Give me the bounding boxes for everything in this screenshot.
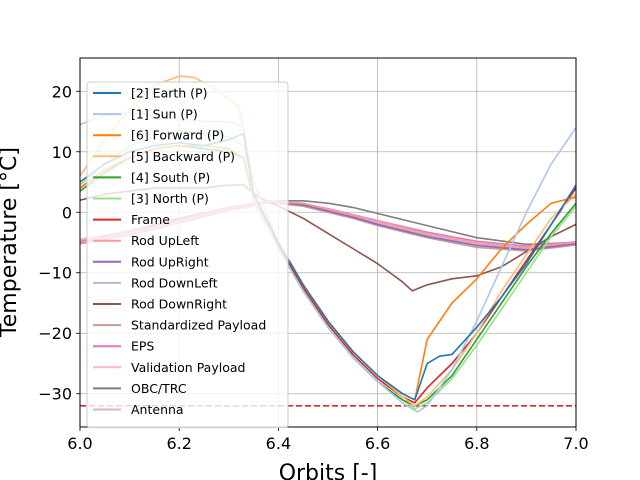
y-tick-label: 20 — [52, 82, 72, 101]
legend-label: Rod UpLeft — [131, 233, 199, 248]
legend-label: [3] North (P) — [131, 191, 209, 206]
y-tick-label: −10 — [38, 264, 72, 283]
plot-frame — [79, 57, 577, 428]
legend-label: [1] Sun (P) — [131, 107, 198, 122]
legend-label: [2] Earth (P) — [131, 86, 207, 101]
x-axis-ticks: 6.0 6.2 6.4 6.6 6.8 7.0 — [67, 427, 589, 453]
x-axis-title: Orbits [-] — [279, 461, 378, 480]
x-tick-label: 6.4 — [266, 434, 291, 453]
x-tick-label: 7.0 — [563, 434, 588, 453]
legend-label: [4] South (P) — [131, 170, 210, 185]
legend-label: OBC/TRC — [131, 381, 187, 396]
legend-label: Antenna — [131, 402, 184, 417]
legend-label: [5] Backward (P) — [131, 149, 235, 164]
legend-label: [6] Forward (P) — [131, 128, 224, 143]
legend-label: Validation Payload — [131, 360, 245, 375]
legend: [2] Earth (P) [1] Sun (P) [6] Forward (P) [… — [86, 81, 289, 429]
y-tick-label: −30 — [38, 385, 72, 404]
legend-label: Rod UpRight — [131, 254, 209, 269]
legend-label: Frame — [131, 212, 170, 227]
x-tick-label: 6.6 — [365, 434, 390, 453]
x-tick-label: 6.2 — [166, 434, 191, 453]
legend-label: Rod DownRight — [131, 297, 227, 312]
y-axis-title: Temperature [°C] — [0, 147, 22, 338]
legend-box — [86, 81, 289, 429]
legend-label: Rod DownLeft — [131, 275, 218, 290]
y-tick-label: 10 — [52, 143, 72, 162]
y-tick-label: 0 — [62, 203, 72, 222]
y-axis-ticks: −30 −20 −10 0 10 20 — [38, 82, 80, 404]
legend-label: Standardized Payload — [131, 318, 266, 333]
legend-label: EPS — [131, 339, 154, 354]
y-tick-label: −20 — [38, 324, 72, 343]
x-tick-label: 6.8 — [464, 434, 489, 453]
x-tick-label: 6.0 — [67, 434, 92, 453]
